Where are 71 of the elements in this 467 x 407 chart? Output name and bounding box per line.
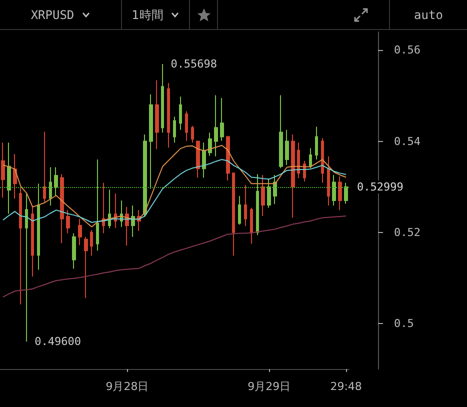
candlestick — [102, 182, 105, 234]
candlestick — [108, 189, 111, 229]
candlestick — [321, 138, 324, 184]
y-tick-label: 0.56 — [394, 44, 420, 57]
candlestick — [13, 154, 17, 200]
candlestick — [149, 94, 153, 190]
candlestick — [173, 116, 176, 144]
candlestick — [238, 195, 241, 226]
candlestick — [208, 132, 212, 156]
candlestick — [226, 135, 230, 181]
y-tick-label: 0.52 — [394, 226, 420, 239]
candlestick — [338, 176, 342, 211]
x-tick-label: 9月29日 — [248, 380, 291, 393]
candlestick — [161, 63, 164, 134]
candlestick — [256, 174, 259, 236]
candlestick — [202, 142, 206, 178]
candlestick — [214, 94, 218, 157]
candlestick — [1, 142, 5, 198]
ref-line-label: 0.52999 — [357, 180, 404, 194]
candlestick — [66, 210, 70, 234]
line-series — [2, 159, 347, 223]
candlestick — [244, 184, 247, 227]
line-series — [2, 215, 347, 298]
candlestick — [273, 174, 277, 205]
candlestick — [84, 236, 88, 298]
candlestick — [90, 230, 93, 256]
line-series — [2, 144, 347, 228]
candlestick — [7, 142, 11, 214]
annotation: 0.49600 — [34, 335, 82, 348]
candlestick — [267, 179, 271, 208]
candlestick — [309, 148, 312, 169]
candlestick — [96, 159, 99, 252]
candlestick — [43, 131, 46, 202]
candlestick — [78, 218, 82, 246]
candlestick — [19, 186, 22, 305]
candlestick — [332, 174, 336, 206]
x-tick-label: 29:48 — [330, 380, 362, 393]
candlestick — [344, 182, 348, 204]
candlestick — [185, 110, 188, 142]
candlestick — [49, 166, 52, 206]
y-tick-label: 0.5 — [394, 316, 414, 330]
candlestick — [191, 125, 194, 144]
candlestick — [167, 82, 170, 148]
candlestick — [327, 156, 330, 206]
text: 1時間 — [132, 6, 164, 24]
x-tick-label: 9月28日 — [106, 380, 149, 393]
annotation: 0.55698 — [170, 57, 218, 70]
candlestick — [285, 129, 289, 166]
candlestick — [297, 142, 300, 179]
candlestick — [279, 94, 283, 169]
candlestick — [220, 98, 224, 142]
candlestick — [315, 126, 318, 160]
text: XRPUSD — [30, 8, 74, 22]
candlestick — [31, 206, 34, 278]
candlestick — [54, 166, 58, 196]
candlestick — [143, 134, 147, 218]
y-tick-label: 0.54 — [394, 134, 421, 148]
candlestick — [155, 80, 159, 150]
candlestick — [196, 140, 200, 178]
candlestick — [72, 232, 76, 270]
candlestick — [250, 207, 253, 244]
candlestick — [125, 206, 129, 246]
candlestick — [291, 134, 295, 218]
candlestick — [37, 183, 40, 270]
candlestick — [131, 205, 135, 238]
candlestick — [25, 193, 28, 342]
text: auto — [414, 8, 443, 22]
candlestick — [232, 172, 235, 256]
candlestick — [261, 174, 265, 216]
candlestick — [60, 174, 64, 244]
candlestick — [179, 96, 182, 130]
